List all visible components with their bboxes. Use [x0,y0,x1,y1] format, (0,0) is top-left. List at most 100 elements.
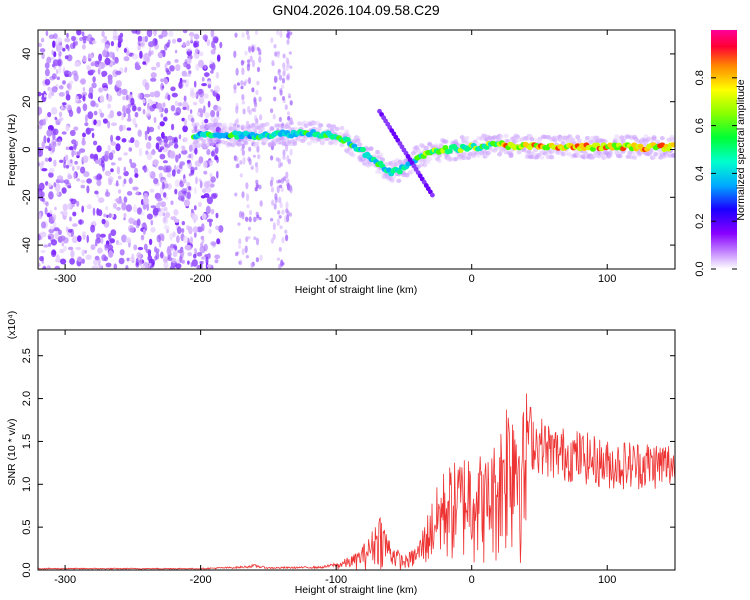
spectrogram-band-cell [241,149,245,156]
spectrogram-noise-cell [51,91,55,97]
spectrogram-band-cell [245,255,249,259]
spectrogram-band-cell [272,222,276,231]
spectrogram-noise-cell [153,178,159,185]
spectrogram-band-cell [270,155,274,161]
spectrogram-noise-cell [186,40,190,47]
spectrogram-noise-cell [171,257,177,263]
spectrogram-noise-cell [125,107,131,115]
spectrogram-noise-cell [206,149,211,156]
spectrogram-noise-cell [82,87,86,92]
spectrogram-band-cell [235,118,239,124]
spectrogram-noise-cell [153,90,161,98]
spectrogram-noise-cell [101,254,107,262]
spectrogram-noise-cell [160,201,166,208]
spectrogram-noise-cell [91,265,98,269]
spectrogram-noise-cell [164,142,168,148]
spectrogram-band-cell [270,176,274,182]
spectrogram-noise-cell [103,44,110,49]
spectrogram-noise-cell [104,57,111,66]
spectrogram-noise-cell [55,43,61,52]
spectrogram-halo-cell [396,178,402,183]
spectrogram-noise-cell [182,30,188,34]
spectrogram-cells [38,30,675,269]
spectrogram-band-cell [258,184,262,190]
spectrogram-halo-cell [422,162,428,168]
spectrogram-x-tick-label: -100 [325,273,347,285]
spectrogram-band-cell [273,96,277,102]
spectrogram-noise-cell [181,145,186,152]
spectrogram-x-tick-label: -200 [190,273,212,285]
spectrogram-noise-cell [46,129,53,137]
spectrogram-noise-cell [201,83,208,87]
spectrogram-noise-cell [142,228,146,235]
spectrogram-noise-cell [148,41,155,48]
spectrogram-x-label: Height of straight line (km) [295,284,418,296]
spectrogram-noise-cell [53,51,57,58]
spectrogram-noise-cell [126,118,132,122]
spectrogram-band-cell [273,44,277,49]
spectrogram-noise-cell [160,82,165,91]
spectrogram-noise-cell [101,70,108,77]
spectrogram-noise-cell [219,41,223,49]
spectrogram-halo-cell [436,158,442,164]
spectrogram-noise-cell [167,39,171,45]
spectrogram-halo-cell [228,122,234,128]
spectrogram-noise-cell [136,252,142,259]
spectrogram-noise-cell [210,30,215,38]
spectrogram-band-cell [276,218,280,227]
spectrogram-noise-cell [193,33,200,40]
spectrogram-noise-cell [154,255,158,261]
spectrogram-noise-cell [109,51,114,58]
colorbar-tick-label: 0.6 [694,118,706,133]
spectrogram-noise-cell [171,123,175,131]
spectrogram-noise-cell [44,207,48,215]
spectrogram-noise-cell [86,185,90,194]
spectrogram-halo-cell [368,146,374,151]
spectrogram-noise-cell [62,203,68,212]
spectrogram-noise-cell [117,41,122,48]
spectrogram-halo-cell [209,126,215,131]
spectrogram-band-cell [281,84,285,89]
spectrogram-noise-cell [191,259,198,267]
spectrogram-noise-cell [66,203,72,210]
spectrogram-noise-cell [97,247,103,254]
spectrogram-noise-cell [63,210,68,217]
spectrogram-noise-cell [52,213,57,221]
spectrogram-band-cell [241,191,245,199]
spectrogram-noise-cell [161,30,168,38]
colorbar-tick-label: 0.2 [694,214,706,229]
spectrogram-noise-cell [81,205,85,213]
spectrogram-band-cell [244,50,248,56]
spectrogram-noise-cell [216,54,221,62]
spectrogram-band-cell [285,57,289,64]
spectrogram-halo-cell [262,138,268,143]
spectrogram-noise-cell [108,250,114,258]
spectrogram-halo-cell [539,155,545,160]
spectrogram-noise-cell [173,138,177,143]
spectrogram-noise-cell [82,39,87,44]
spectrogram-noise-cell [123,212,127,218]
spectrogram-noise-cell [174,59,179,63]
spectrogram-halo-cell [443,139,449,144]
spectrogram-noise-cell [162,160,168,164]
spectrogram-noise-cell [156,61,161,68]
spectrogram-signal-cell [344,137,351,143]
spectrogram-halo-cell [334,126,340,132]
spectrogram-noise-cell [214,85,220,93]
spectrogram-noise-cell [200,195,206,199]
spectrogram-noise-cell [58,111,63,118]
spectrogram-noise-cell [66,83,71,89]
spectrogram-noise-cell [208,228,213,234]
spectrogram-noise-cell [190,36,193,43]
spectrogram-band-cell [279,88,283,93]
spectrogram-noise-cell [116,207,121,211]
spectrogram-band-cell [252,154,256,158]
spectrogram-noise-cell [165,211,171,218]
spectrogram-noise-cell [55,37,63,44]
snr-y-tick-label: 0.0 [21,562,33,577]
spectrogram-noise-cell [121,202,127,211]
spectrogram-noise-cell [76,154,80,159]
spectrogram-noise-cell [186,191,191,200]
spectrogram-noise-cell [40,221,46,229]
spectrogram-noise-cell [194,186,197,195]
